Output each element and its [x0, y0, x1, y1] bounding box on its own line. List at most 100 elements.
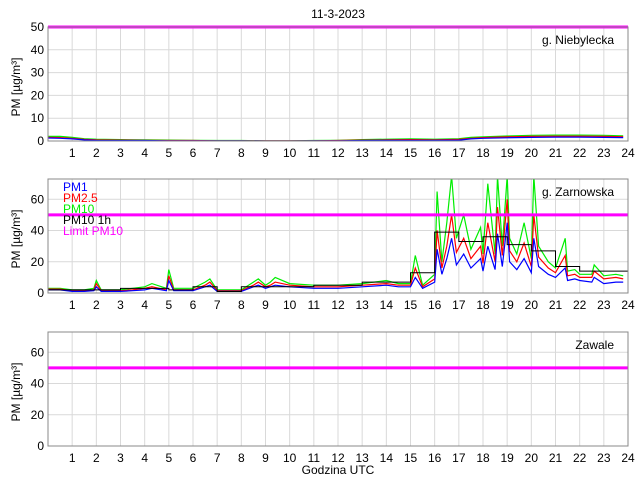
x-tick-label: 6 — [190, 451, 197, 465]
x-tick-label: 11 — [308, 298, 321, 312]
x-tick-label: 14 — [380, 451, 394, 465]
y-tick-label: 20 — [31, 88, 45, 102]
x-tick-label: 13 — [355, 451, 369, 465]
panel-zawale: 1 2 3 4 5 6 7 8 9 10 11 12 13 14 15 16 17 18 19 20 21 22 23 240… — [9, 331, 635, 465]
y-axis-label: PM [µg/m³] — [9, 210, 23, 269]
x-tick-label: 18 — [476, 451, 490, 465]
x-tick-label: 24 — [621, 146, 635, 160]
y-tick-label: 60 — [31, 192, 45, 206]
x-tick-label: 21 — [549, 451, 563, 465]
x-tick-label: 5 — [165, 298, 172, 312]
x-tick-label: 19 — [500, 298, 514, 312]
x-tick-label: 21 — [549, 146, 563, 160]
plot-frame — [47, 26, 629, 142]
x-tick-label: 3 — [117, 451, 124, 465]
x-tick-label: 19 — [500, 451, 514, 465]
x-tick-label: 18 — [476, 146, 490, 160]
x-tick-label: 7 — [214, 298, 221, 312]
x-tick-label: 6 — [190, 146, 197, 160]
x-tick-label: 20 — [525, 146, 539, 160]
x-tick-label: 17 — [452, 451, 466, 465]
x-tick-label: 17 — [452, 298, 466, 312]
x-tick-label: 24 — [621, 451, 635, 465]
x-tick-label: 11 — [308, 451, 321, 465]
x-tick-label: 9 — [262, 451, 269, 465]
x-tick-label: 21 — [549, 298, 563, 312]
panel-g-niebylecka: 1 2 3 4 5 6 7 8 9 10 11 12 13 14 15 16 17 18 19 20 21 22 23 240… — [9, 20, 635, 160]
x-tick-label: 16 — [428, 298, 442, 312]
x-tick-label: 14 — [380, 146, 394, 160]
x-tick-label: 10 — [283, 451, 297, 465]
y-tick-label: 0 — [37, 134, 44, 148]
y-tick-label: 0 — [37, 286, 44, 300]
y-axis-label: PM [µg/m³] — [9, 363, 23, 422]
plot-frame — [47, 331, 629, 447]
chart-title: 11-3-2023 — [311, 7, 365, 21]
legend-entry: PM10 1h — [63, 213, 111, 227]
series-line-pm1 — [48, 222, 624, 292]
legend-entry: Limit PM10 — [63, 224, 123, 238]
x-tick-label: 6 — [190, 298, 197, 312]
x-axis-label: Godzina UTC — [302, 463, 375, 477]
x-tick-label: 22 — [573, 146, 587, 160]
y-axis-label: PM [µg/m³] — [9, 58, 23, 117]
x-tick-label: 1 — [69, 298, 76, 312]
x-tick-label: 7 — [214, 451, 221, 465]
x-tick-label: 4 — [141, 451, 148, 465]
x-tick-label: 17 — [452, 146, 466, 160]
x-tick-label: 23 — [597, 298, 611, 312]
y-tick-label: 20 — [31, 408, 45, 422]
y-tick-label: 40 — [31, 377, 45, 391]
y-tick-label: 30 — [31, 66, 45, 80]
x-tick-label: 24 — [621, 298, 635, 312]
y-tick-label: 0 — [37, 439, 44, 453]
x-tick-label: 9 — [262, 146, 269, 160]
x-tick-label: 22 — [573, 451, 587, 465]
x-tick-label: 7 — [214, 146, 221, 160]
legend-entry: PM1 — [63, 180, 88, 194]
x-tick-label: 1 — [69, 451, 76, 465]
x-tick-label: 11 — [308, 146, 321, 160]
x-tick-label: 13 — [355, 146, 369, 160]
x-tick-label: 4 — [141, 298, 148, 312]
y-tick-label: 50 — [31, 20, 45, 34]
x-tick-label: 20 — [525, 298, 539, 312]
panel-g-zarnowska: 1 2 3 4 5 6 7 8 9 10 11 12 13 14 15 16 17 18 19 20 21 22 23 240… — [9, 178, 635, 312]
station-label: g. Niebylecka — [542, 33, 614, 47]
x-tick-label: 15 — [404, 146, 418, 160]
x-tick-label: 15 — [404, 298, 418, 312]
series-line-pm10-1h — [48, 231, 628, 292]
series-group — [48, 179, 628, 292]
x-tick-label: 2 — [93, 451, 100, 465]
x-tick-label: 22 — [573, 298, 587, 312]
x-tick-label: 12 — [331, 451, 345, 465]
x-tick-label: 9 — [262, 298, 269, 312]
x-tick-label: 23 — [597, 146, 611, 160]
x-tick-label: 8 — [238, 298, 245, 312]
x-tick-label: 10 — [283, 146, 297, 160]
x-tick-label: 16 — [428, 451, 442, 465]
x-tick-label: 12 — [331, 298, 345, 312]
x-tick-label: 19 — [500, 146, 514, 160]
x-tick-label: 2 — [93, 298, 100, 312]
x-tick-label: 1 — [69, 146, 76, 160]
y-tick-label: 40 — [31, 224, 45, 238]
x-tick-label: 20 — [525, 451, 539, 465]
x-tick-label: 3 — [117, 146, 124, 160]
x-tick-label: 23 — [597, 451, 611, 465]
series-line-pm25 — [48, 199, 624, 292]
series-line-pm10 — [48, 179, 624, 291]
station-label: g. Zarnowska — [542, 185, 614, 199]
x-tick-label: 8 — [238, 146, 245, 160]
plot-frame — [47, 178, 629, 294]
legend-entry: PM2.5 — [63, 191, 98, 205]
x-tick-label: 16 — [428, 146, 442, 160]
x-tick-label: 5 — [165, 451, 172, 465]
station-label: Zawale — [575, 338, 614, 352]
x-tick-label: 15 — [404, 451, 418, 465]
legend-entry: PM10 — [63, 202, 95, 216]
y-tick-label: 10 — [31, 111, 45, 125]
y-tick-label: 60 — [31, 345, 45, 359]
x-tick-label: 13 — [355, 298, 369, 312]
